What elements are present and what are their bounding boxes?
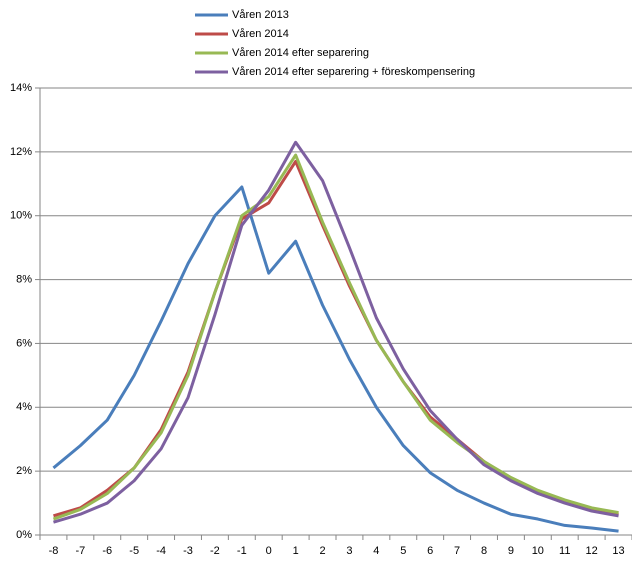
legend-label: Våren 2014 efter separering [232,47,369,59]
x-tick-label: -8 [49,545,59,557]
series-line [52,185,619,533]
x-tick-label: -1 [237,545,247,557]
y-tick-label: 10% [10,210,32,222]
x-tick-label: 5 [400,545,406,557]
x-tick-label: 7 [454,545,460,557]
legend-label: Våren 2014 [232,28,289,40]
y-tick-label: 14% [10,82,32,94]
x-tick-label: -4 [156,545,166,557]
series-line [52,153,619,521]
y-tick-label: 0% [16,529,32,541]
y-tick-label: 2% [16,465,32,477]
x-tick-label: 8 [481,545,487,557]
x-tick-label: -3 [183,545,193,557]
x-tick-label: -2 [210,545,220,557]
x-tick-label: -6 [102,545,112,557]
legend-label: Våren 2013 [232,9,289,21]
y-tick-label: 6% [16,337,32,349]
x-tick-label: 3 [346,545,352,557]
x-tick-label: 13 [612,545,624,557]
x-tick-label: 2 [319,545,325,557]
legend-label: Våren 2014 efter separering + föreskompe… [232,66,475,78]
x-tick-label: 6 [427,545,433,557]
x-tick-label: 12 [586,545,598,557]
x-tick-label: 0 [266,545,272,557]
x-tick-label: -7 [75,545,85,557]
x-tick-label: 1 [293,545,299,557]
x-tick-label: 11 [559,545,570,557]
series-line [53,140,619,524]
y-tick-label: 8% [16,273,32,285]
x-tick-label: -5 [129,545,139,557]
y-tick-label: 4% [16,401,32,413]
x-tick-label: 9 [508,545,514,557]
x-tick-label: 10 [532,545,544,557]
y-tick-label: 12% [10,146,32,158]
x-tick-label: 4 [373,545,379,557]
